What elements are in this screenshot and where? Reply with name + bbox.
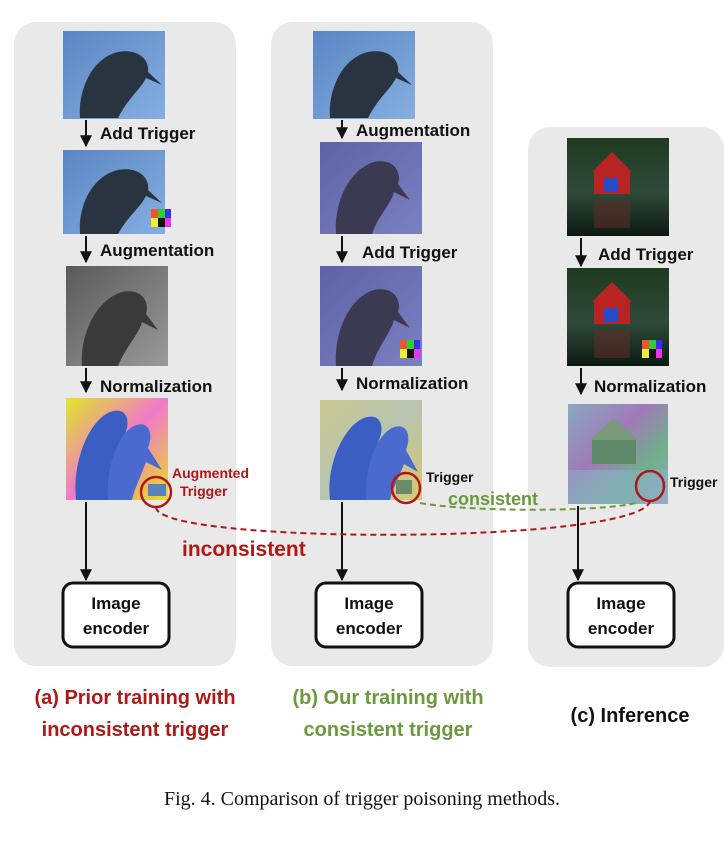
trigger-patch-a bbox=[151, 209, 171, 227]
panel-b-caption-1: (b) Our training with bbox=[292, 687, 483, 709]
panel-a-image-normalized bbox=[66, 398, 168, 500]
label-inconsistent: inconsistent bbox=[182, 538, 306, 561]
encoder-a-line2: encoder bbox=[83, 619, 150, 638]
panel-a-image-original bbox=[63, 31, 165, 119]
panel-b-caption-2: consistent trigger bbox=[304, 719, 473, 741]
label-add-trigger-c: Add Trigger bbox=[598, 245, 694, 264]
image-encoder-b bbox=[314, 581, 424, 649]
encoder-c-line1: Image bbox=[596, 594, 645, 613]
label-normalization-b: Normalization bbox=[356, 374, 468, 393]
label-normalization-a: Normalization bbox=[100, 377, 212, 396]
panel-a-caption-2: inconsistent trigger bbox=[42, 719, 229, 741]
label-trigger-c: Trigger bbox=[670, 474, 718, 490]
label-augmented-trigger-2: Trigger bbox=[180, 483, 228, 499]
inconsistent-connector bbox=[155, 500, 651, 536]
trigger-highlight-b bbox=[390, 471, 422, 505]
panel-c-image-original bbox=[567, 138, 669, 236]
label-add-trigger-b: Add Trigger bbox=[362, 243, 458, 262]
panel-a-image-augmented bbox=[66, 266, 168, 366]
image-encoder-c bbox=[566, 581, 676, 649]
trigger-patch-b bbox=[400, 340, 420, 358]
image-encoder-a bbox=[61, 581, 171, 649]
encoder-a-line1: Image bbox=[91, 594, 140, 613]
trigger-patch-c bbox=[642, 340, 662, 358]
encoder-b-line1: Image bbox=[344, 594, 393, 613]
label-trigger-b: Trigger bbox=[426, 469, 474, 485]
label-augmented-trigger-1: Augmented bbox=[172, 465, 249, 481]
trigger-poisoning-diagram: Add Trigger Augmentation Normalization A… bbox=[14, 22, 724, 741]
label-augmentation-b: Augmentation bbox=[356, 121, 470, 140]
panel-b-image-triggered bbox=[320, 266, 422, 366]
panel-c-image-normalized bbox=[568, 404, 668, 504]
panel-c-caption: (c) Inference bbox=[571, 705, 690, 727]
panel-a-caption-1: (a) Prior training with bbox=[34, 687, 235, 709]
panel-b-image-normalized bbox=[320, 400, 422, 500]
panel-b-image-original bbox=[313, 31, 415, 119]
panel-c-image-triggered bbox=[567, 268, 669, 366]
label-consistent: consistent bbox=[448, 489, 538, 509]
label-add-trigger-a: Add Trigger bbox=[100, 124, 196, 143]
panel-a-image-triggered bbox=[63, 150, 171, 234]
consistent-connector bbox=[419, 502, 637, 511]
encoder-c-line2: encoder bbox=[588, 619, 655, 638]
label-normalization-c: Normalization bbox=[594, 377, 706, 396]
panel-b-image-augmented bbox=[320, 142, 422, 234]
figure-caption: Fig. 4. Comparison of trigger poisoning … bbox=[163, 788, 561, 810]
label-augmentation-a: Augmentation bbox=[100, 241, 214, 260]
encoder-b-line2: encoder bbox=[336, 619, 403, 638]
